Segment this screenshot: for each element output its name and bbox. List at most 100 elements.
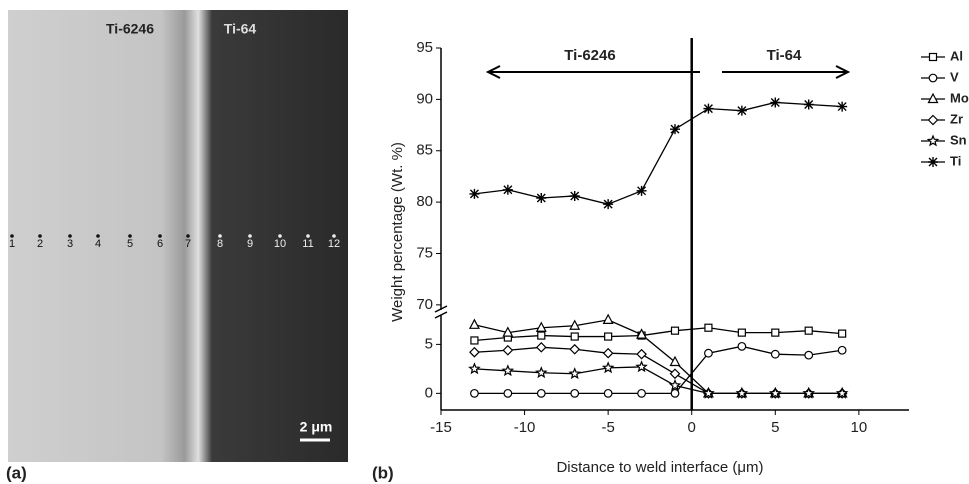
marker — [771, 328, 780, 337]
probe-label: 11 — [302, 238, 313, 250]
legend-label: Al — [950, 48, 963, 63]
marker — [569, 190, 580, 201]
y-axis-label: Weight percentage (Wt. %) — [389, 142, 406, 322]
marker — [569, 343, 581, 355]
marker — [603, 199, 614, 210]
marker — [470, 388, 479, 398]
marker — [735, 386, 749, 399]
marker — [468, 318, 480, 329]
panel-label: (a) — [6, 463, 27, 482]
marker — [635, 360, 648, 373]
marker — [469, 346, 480, 358]
legend-label: Sn — [950, 132, 967, 147]
probe-dot — [306, 234, 310, 238]
marker — [636, 348, 647, 360]
probe-label: 3 — [67, 238, 73, 250]
legend-label: Ti — [950, 153, 961, 168]
y-tick-label: 90 — [416, 90, 433, 107]
probe-label: 7 — [185, 238, 191, 250]
marker — [569, 319, 581, 330]
series-line — [474, 319, 843, 395]
marker — [636, 328, 648, 339]
series-line — [474, 101, 843, 205]
probe-dot — [128, 234, 132, 238]
marker — [838, 329, 847, 338]
legend-label: Mo — [950, 90, 969, 105]
marker — [768, 386, 782, 399]
probe-label: 6 — [157, 238, 163, 250]
marker — [536, 388, 546, 398]
marker — [927, 114, 939, 126]
x-tick-label: 10 — [851, 419, 868, 436]
marker — [537, 331, 546, 340]
probe-label: 10 — [274, 238, 286, 250]
marker — [604, 332, 613, 341]
marker — [670, 388, 680, 398]
probe-label: 9 — [247, 238, 253, 250]
y-tick-label: 0 — [425, 384, 433, 401]
marker — [601, 361, 615, 374]
marker — [803, 99, 814, 110]
marker — [703, 103, 714, 114]
y-tick-label: 85 — [416, 142, 433, 159]
x-axis-label: Distance to weld interface (μm) — [556, 459, 763, 476]
y-tick-label: 70 — [416, 296, 433, 313]
marker — [704, 323, 713, 332]
axis-break — [434, 305, 448, 319]
probe-label: 2 — [37, 238, 43, 250]
marker — [469, 188, 480, 199]
probe-dot — [38, 234, 42, 238]
probe-label: 8 — [217, 238, 223, 250]
marker — [636, 185, 647, 196]
marker — [568, 367, 582, 380]
annotation-arrows — [485, 65, 851, 79]
region-label: Ti-6246 — [106, 21, 154, 37]
series-line — [474, 345, 843, 395]
probe-dot — [278, 234, 282, 238]
marker — [534, 366, 548, 379]
probe-dot — [332, 234, 336, 238]
marker — [602, 313, 614, 324]
series-line — [474, 366, 843, 395]
marker — [670, 124, 680, 135]
marker — [804, 350, 814, 360]
probe-label: 5 — [127, 238, 133, 250]
marker — [804, 326, 813, 335]
marker — [837, 345, 847, 355]
marker — [928, 157, 938, 167]
scale-label: 2 μm — [300, 419, 333, 435]
probe-dot — [96, 234, 100, 238]
marker — [502, 326, 514, 337]
x-tick-label: 0 — [688, 419, 696, 436]
probe-label: 12 — [328, 238, 340, 250]
marker — [570, 388, 580, 398]
marker — [603, 388, 613, 398]
x-tick-label: -15 — [430, 419, 452, 436]
marker — [535, 341, 547, 353]
marker — [501, 364, 515, 377]
region-label: Ti-64 — [224, 21, 257, 37]
marker — [770, 349, 780, 359]
probe-dot — [10, 234, 14, 238]
marker — [536, 193, 547, 204]
probe-dot — [158, 234, 162, 238]
marker — [927, 92, 939, 104]
probe-dot — [186, 234, 190, 238]
marker — [770, 97, 781, 108]
marker — [503, 388, 513, 398]
marker — [928, 52, 938, 62]
marker — [737, 328, 746, 337]
probe-label: 1 — [9, 238, 15, 250]
marker — [668, 378, 682, 391]
series-line — [474, 327, 843, 342]
probe-label: 4 — [95, 238, 101, 250]
marker — [669, 368, 681, 380]
annotation: Ti-64 — [767, 47, 802, 64]
probe-dot — [218, 234, 222, 238]
marker — [535, 321, 547, 332]
marker — [802, 386, 816, 399]
marker — [835, 386, 849, 399]
legend-label: V — [950, 69, 959, 84]
x-tick-label: -10 — [514, 419, 536, 436]
